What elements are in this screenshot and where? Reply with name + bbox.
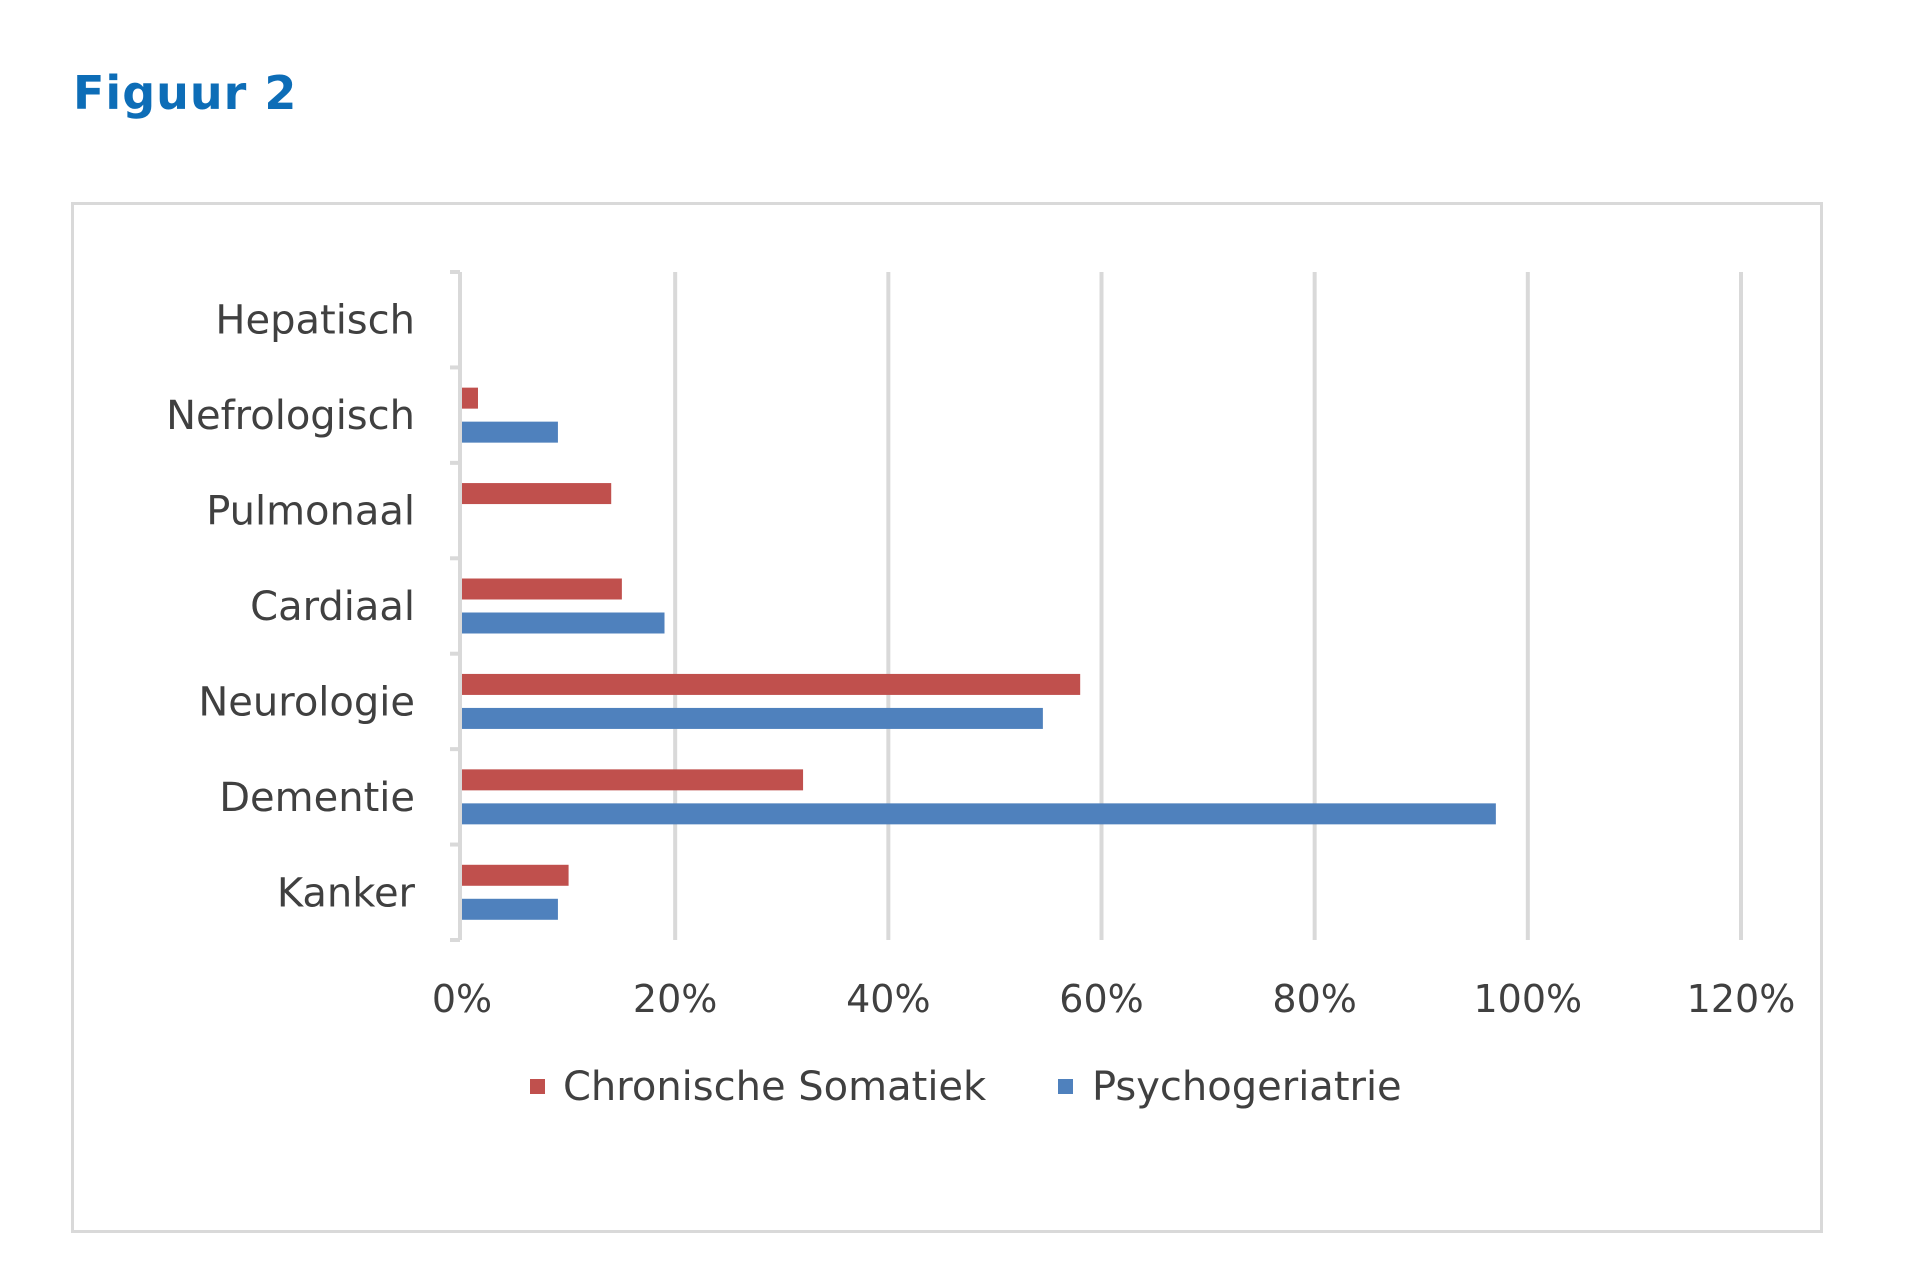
x-tick-label: 20% [633, 977, 717, 1021]
category-label: Pulmonaal [206, 489, 415, 535]
x-tick-label: 40% [846, 977, 930, 1021]
x-tick-label: 100% [1474, 977, 1583, 1021]
bar-chronische-somatiek [462, 769, 804, 791]
axis-labels: 0% 20% 40% 60% 80% 100% 120% Hepatisch Nefrologi… [166, 298, 1795, 1021]
bar-psychogeriatrie [462, 803, 1496, 825]
category-axis [450, 270, 462, 942]
legend-label-psychogeriatrie: Psychogeriatrie [1092, 1064, 1402, 1110]
bars [462, 387, 1496, 920]
x-tick-label: 0% [432, 977, 492, 1021]
bar-chronische-somatiek [462, 578, 622, 600]
bar-psychogeriatrie [462, 421, 558, 443]
bar-psychogeriatrie [462, 612, 665, 634]
x-tick-label: 60% [1059, 977, 1143, 1021]
category-label: Cardiaal [250, 584, 415, 630]
legend-swatch-psychogeriatrie [1058, 1079, 1073, 1094]
legend-swatch-chronische-somatiek [530, 1079, 545, 1094]
gridlines [673, 272, 1743, 940]
category-label: Hepatisch [215, 298, 415, 344]
bar-psychogeriatrie [462, 707, 1043, 729]
legend: Chronische Somatiek Psychogeriatrie [530, 1064, 1402, 1110]
bar-chronische-somatiek [462, 864, 569, 886]
legend-label-chronische-somatiek: Chronische Somatiek [563, 1064, 987, 1110]
category-label: Kanker [277, 870, 416, 916]
bar-psychogeriatrie [462, 898, 558, 920]
x-tick-label: 120% [1687, 977, 1796, 1021]
x-tick-label: 80% [1272, 977, 1356, 1021]
category-label: Dementie [219, 775, 415, 821]
bar-chronische-somatiek [462, 483, 612, 505]
figure-title: Figuur 2 [73, 66, 298, 120]
category-label: Nefrologisch [166, 393, 415, 439]
bar-chronische-somatiek [462, 387, 478, 409]
category-label: Neurologie [198, 679, 415, 725]
bar-chronische-somatiek [462, 673, 1081, 695]
